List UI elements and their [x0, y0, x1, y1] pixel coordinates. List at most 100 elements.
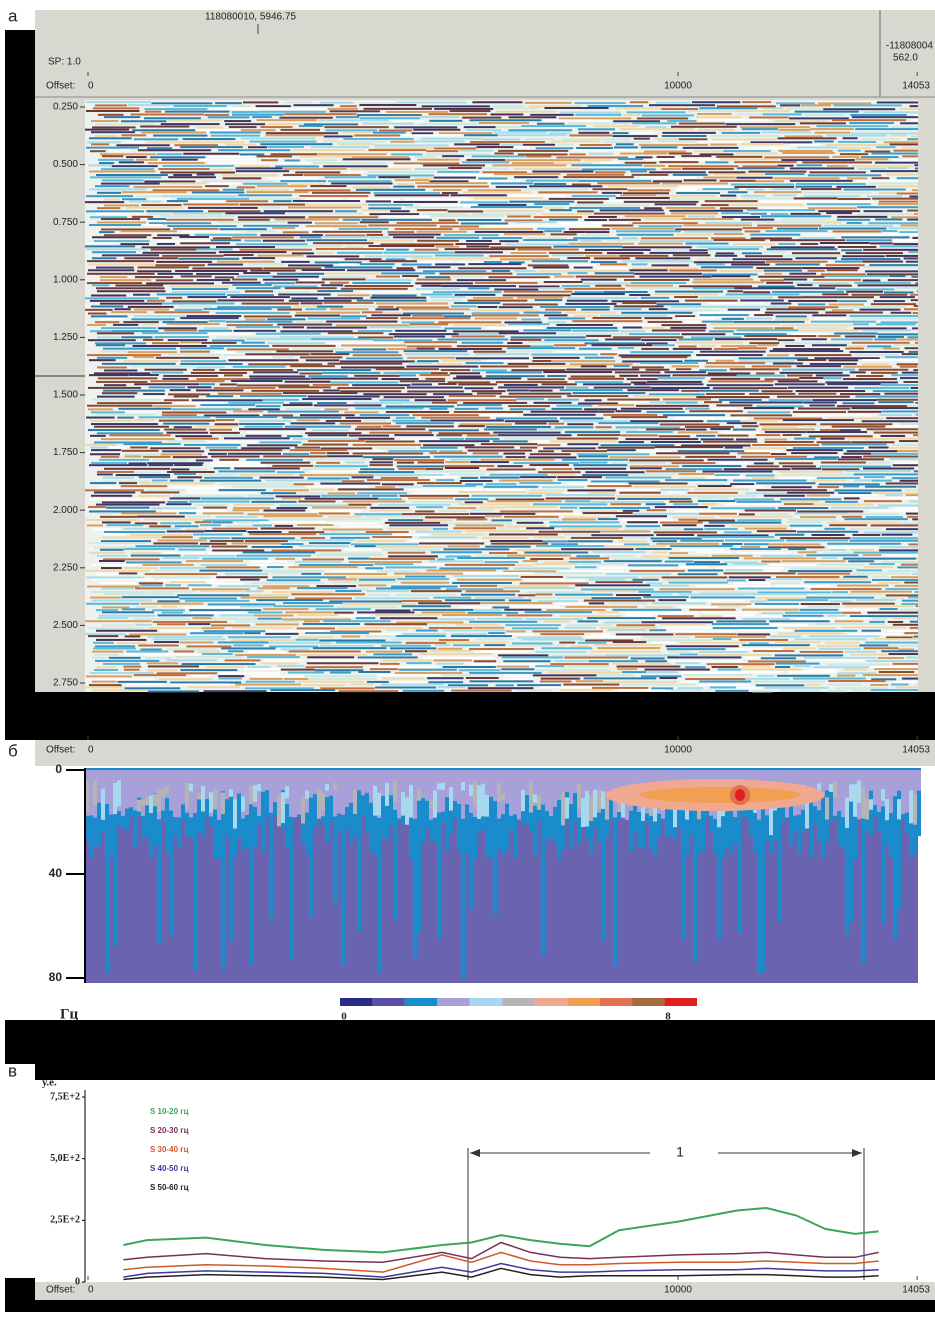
seismic-stripe — [233, 644, 263, 646]
seismic-stripe — [459, 150, 493, 152]
spectral-zone — [881, 789, 885, 800]
seismic-stripe — [740, 126, 810, 128]
seismic-stripe — [591, 261, 617, 263]
seismic-stripe — [663, 627, 710, 629]
seismic-stripe — [800, 294, 821, 296]
seismic-stripe — [121, 230, 177, 232]
seismic-stripe — [204, 308, 272, 310]
seismic-stripe — [780, 372, 843, 374]
seismic-stripe — [150, 380, 224, 382]
seismic-stripe — [600, 353, 617, 355]
seismic-stripe — [234, 620, 298, 622]
seismic-stripe — [496, 111, 557, 113]
seismic-stripe — [867, 345, 891, 347]
seismic-stripe — [386, 411, 449, 413]
seismic-stripe — [413, 492, 459, 494]
seismic-stripe — [620, 194, 656, 196]
seismic-stripe — [605, 654, 678, 656]
seismic-stripe — [415, 156, 435, 158]
seismic-stripe — [870, 510, 918, 512]
seismic-stripe — [216, 336, 280, 338]
seismic-stripe — [196, 378, 249, 380]
seismic-stripe — [203, 159, 256, 161]
seismic-stripe — [652, 602, 706, 604]
seismic-stripe — [240, 204, 305, 206]
seismic-stripe — [359, 579, 396, 581]
seismic-stripe — [447, 507, 476, 509]
seismic-stripe — [480, 477, 520, 479]
seismic-stripe — [669, 270, 716, 272]
seismic-stripe — [468, 300, 528, 302]
seismic-stripe — [394, 126, 457, 128]
seismic-stripe — [554, 344, 586, 346]
seismic-stripe — [508, 129, 572, 131]
seismic-stripe — [825, 501, 858, 503]
seismic-stripe — [565, 431, 620, 433]
spectral-zone — [365, 770, 369, 793]
seismic-stripe — [482, 237, 522, 239]
seismic-stripe — [383, 372, 430, 374]
seismic-stripe — [384, 252, 455, 254]
seismic-stripe — [584, 600, 655, 602]
seismic-stripe — [618, 401, 648, 403]
seismic-stripe — [357, 300, 427, 302]
seismic-stripe — [505, 525, 545, 527]
colorbar-swatch — [665, 998, 697, 1006]
seismic-stripe — [204, 530, 246, 532]
seismic-stripe — [299, 195, 368, 197]
seismic-stripe — [469, 621, 537, 623]
seismic-stripe — [573, 464, 627, 466]
seismic-stripe — [904, 308, 918, 310]
seismic-stripe — [413, 501, 462, 503]
spectral-zone — [181, 770, 185, 804]
seismic-stripe — [761, 215, 831, 217]
seismic-stripe — [193, 369, 215, 371]
seismic-stripe — [822, 557, 838, 559]
seismic-stripe — [795, 282, 849, 284]
seismic-stripe — [632, 366, 664, 368]
seismic-stripe — [244, 668, 280, 670]
seismic-stripe — [761, 555, 804, 557]
seismic-stripe — [174, 105, 227, 107]
seismic-stripe — [673, 254, 711, 256]
seismic-stripe — [358, 438, 394, 440]
seismic-stripe — [688, 110, 732, 112]
seismic-stripe — [103, 663, 140, 665]
seismic-stripe — [756, 180, 784, 182]
seismic-stripe — [451, 276, 483, 278]
seismic-stripe — [467, 434, 498, 436]
seismic-stripe — [439, 132, 492, 134]
seismic-stripe — [97, 473, 113, 475]
seismic-stripe — [201, 627, 224, 629]
seismic-stripe — [171, 468, 189, 470]
seismic-stripe — [311, 378, 378, 380]
seismic-stripe — [881, 435, 906, 437]
seismic-stripe — [306, 159, 337, 161]
seismic-stripe — [625, 162, 657, 164]
spectral-zone — [345, 770, 349, 807]
seismic-stripe — [492, 164, 566, 166]
seismic-stripe — [715, 338, 777, 340]
seismic-stripe — [226, 525, 252, 527]
seismic-stripe — [472, 314, 539, 316]
seismic-stripe — [733, 479, 807, 481]
seismic-stripe — [845, 335, 876, 337]
seismic-stripe — [223, 177, 262, 179]
seismic-stripe — [594, 644, 662, 646]
seismic-stripe — [862, 363, 888, 365]
seismic-stripe — [496, 186, 527, 188]
seismic-stripe — [101, 438, 175, 440]
seismic-section — [85, 100, 918, 692]
seismic-stripe — [320, 102, 353, 104]
seismic-stripe — [288, 212, 363, 214]
seismic-stripe — [800, 516, 836, 518]
seismic-stripe — [288, 264, 333, 266]
seismic-stripe — [668, 309, 720, 311]
seismic-stripe — [604, 621, 641, 623]
seismic-stripe — [914, 305, 918, 307]
seismic-stripe — [215, 423, 239, 425]
seismic-stripe — [569, 243, 635, 245]
seismic-stripe — [506, 456, 526, 458]
seismic-stripe — [761, 615, 781, 617]
seismic-stripe — [656, 102, 691, 104]
